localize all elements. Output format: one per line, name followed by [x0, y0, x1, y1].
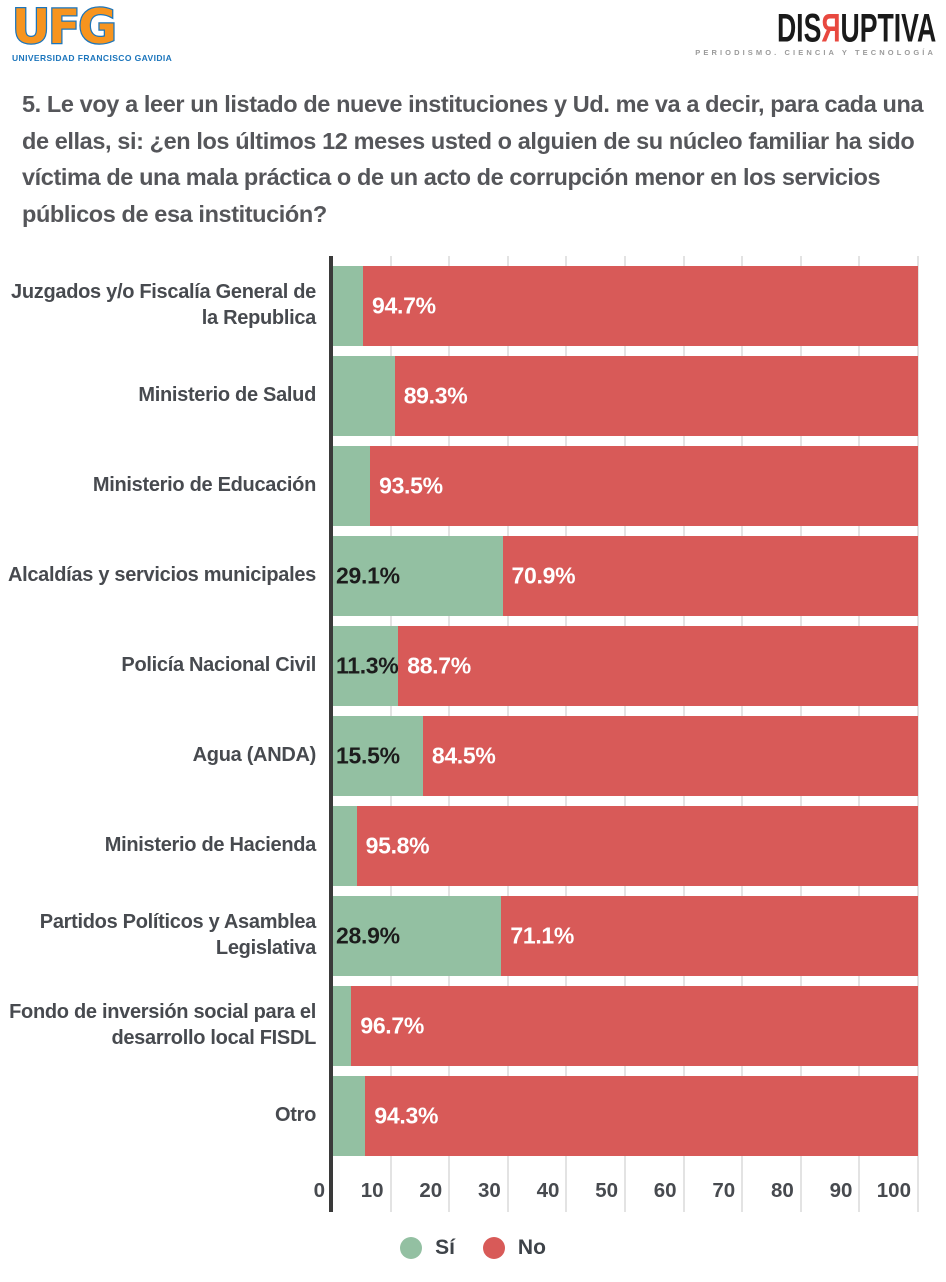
stacked-bar: 89.3% [332, 356, 918, 436]
disruptiva-reversed-r: Я [821, 5, 841, 51]
category-label: Partidos Políticos y Asamblea Legislativ… [39, 911, 317, 959]
stacked-bar: 15.5% 84.5% [332, 716, 918, 796]
disruptiva-tagline: PERIODISMO. CIENCIA Y TECNOLOGÍA [695, 48, 936, 57]
value-label-si: 29.1% [336, 562, 400, 589]
value-label-no: 96.7% [360, 1012, 425, 1039]
x-axis-tick: 0 [313, 1179, 325, 1202]
bar-rows: Juzgados y/o Fiscalía General de la Repu… [0, 266, 946, 1166]
stacked-bar: 95.8% [332, 806, 918, 886]
legend-item-no: No [482, 1236, 546, 1260]
bar-segment-no [370, 446, 918, 526]
legend-item-si: Sí [400, 1236, 455, 1260]
bar-segment-no [351, 986, 918, 1066]
value-label-no: 71.1% [510, 922, 575, 949]
stacked-bar: 96.7% [332, 986, 918, 1066]
bar-segment-no [501, 896, 918, 976]
chart-row: Agua (ANDA) 15.5% 84.5% [0, 716, 946, 796]
x-axis-tick: 40 [536, 1179, 560, 1202]
bar-segment-si [332, 986, 352, 1066]
value-label-si: 28.9% [336, 922, 400, 949]
bar-segment-si [332, 716, 423, 796]
stacked-bar: 94.3% [332, 1076, 918, 1156]
category-label: Ministerio de Salud [138, 384, 316, 407]
question-title: 5. Le voy a leer un listado de nueve ins… [22, 91, 924, 227]
x-axis-tick: 20 [419, 1179, 443, 1202]
chart-row: Ministerio de Hacienda 95.8% [0, 806, 946, 886]
legend-swatch-no [482, 1237, 505, 1259]
bar-segment-si [332, 626, 399, 706]
legend: Sí No [0, 1236, 946, 1260]
ufg-logo: UFG UNIVERSIDAD FRANCISCO GAVIDIA [11, 0, 173, 63]
value-label-si: 15.5% [336, 742, 400, 769]
category-label: Ministerio de Educación [92, 474, 316, 497]
stacked-bar: 94.7% [332, 266, 918, 346]
value-label-no: 94.3% [374, 1102, 439, 1129]
x-axis-tick: 90 [829, 1179, 853, 1202]
bar-segment-no [363, 266, 918, 346]
category-label: Ministerio de Hacienda [104, 834, 317, 857]
chart-row: Policía Nacional Civil 11.3% 88.7% [0, 626, 946, 706]
bar-segment-si [332, 896, 502, 976]
gridline [917, 256, 919, 1212]
category-label: Alcaldías y servicios municipales [7, 564, 316, 587]
value-label-no: 88.7% [407, 652, 471, 679]
page-header: UFG UNIVERSIDAD FRANCISCO GAVIDIA DISЯUP… [0, 0, 946, 70]
legend-label: Sí [435, 1236, 455, 1259]
x-axis: 0 10 20 30 40 50 60 70 80 90 100 [0, 1176, 946, 1216]
chart-row: Partidos Políticos y Asamblea Legislativ… [0, 896, 946, 976]
bar-segment-si [332, 446, 371, 526]
stacked-bar: 93.5% [332, 446, 918, 526]
ufg-logo-subtext: UNIVERSIDAD FRANCISCO GAVIDIA [12, 53, 173, 63]
bar-segment-si [332, 536, 503, 616]
bar-segment-no [502, 536, 918, 616]
stacked-bar: 28.9% 71.1% [332, 896, 918, 976]
category-label: Juzgados y/o Fiscalía General de la Repu… [11, 281, 316, 329]
disruptiva-wordmark: DISЯUPTIVA [776, 5, 936, 51]
stacked-bar: 29.1% 70.9% [332, 536, 918, 616]
chart-row: Otro 94.3% [0, 1076, 946, 1156]
category-label: Otro [274, 1104, 316, 1127]
chart-row: Ministerio de Educación 93.5% [0, 446, 946, 526]
bar-segment-si [332, 356, 395, 436]
bar-segment-no [356, 806, 918, 886]
x-axis-tick: 10 [360, 1179, 384, 1202]
bar-segment-no [394, 356, 918, 436]
value-label-no: 89.3% [403, 382, 468, 409]
ufg-logo-acronym: UFG [11, 0, 118, 55]
disruptiva-logo: DISЯUPTIVA PERIODISMO. CIENCIA Y TECNOLO… [695, 8, 936, 57]
chart-row: Ministerio de Salud 89.3% [0, 356, 946, 436]
value-label-no: 70.9% [511, 562, 576, 589]
x-axis-tick: 80 [770, 1179, 794, 1202]
category-label: Fondo de inversión social para el desarr… [9, 1001, 316, 1049]
y-axis-line [329, 256, 333, 1212]
stacked-bar: 11.3% 88.7% [332, 626, 918, 706]
chart-row: Fondo de inversión social para el desarr… [0, 986, 946, 1066]
x-axis-tick: 30 [477, 1179, 501, 1202]
value-label-no: 94.7% [372, 292, 436, 319]
value-label-no: 93.5% [379, 472, 443, 499]
category-label: Policía Nacional Civil [121, 654, 316, 677]
bar-segment-no [422, 716, 918, 796]
bar-segment-si [332, 266, 364, 346]
chart-row: Juzgados y/o Fiscalía General de la Repu… [0, 266, 946, 346]
value-label-no: 84.5% [431, 742, 496, 769]
bar-segment-no [365, 1076, 918, 1156]
x-axis-tick: 70 [712, 1179, 736, 1202]
x-axis-tick: 50 [595, 1179, 618, 1202]
bar-segment-si [332, 1076, 366, 1156]
legend-swatch-si [400, 1237, 423, 1259]
x-axis-tick: 100 [876, 1179, 911, 1202]
x-axis-tick: 60 [653, 1179, 677, 1202]
category-label: Agua (ANDA) [192, 744, 317, 767]
legend-label: No [517, 1236, 546, 1259]
value-label-si: 11.3% [336, 652, 399, 679]
value-label-no: 95.8% [365, 832, 430, 859]
bar-segment-si [332, 806, 357, 886]
bar-segment-no [398, 626, 918, 706]
stacked-bar-chart: Juzgados y/o Fiscalía General de la Repu… [0, 256, 946, 1212]
chart-row: Alcaldías y servicios municipales 29.1% 70… [0, 536, 946, 616]
